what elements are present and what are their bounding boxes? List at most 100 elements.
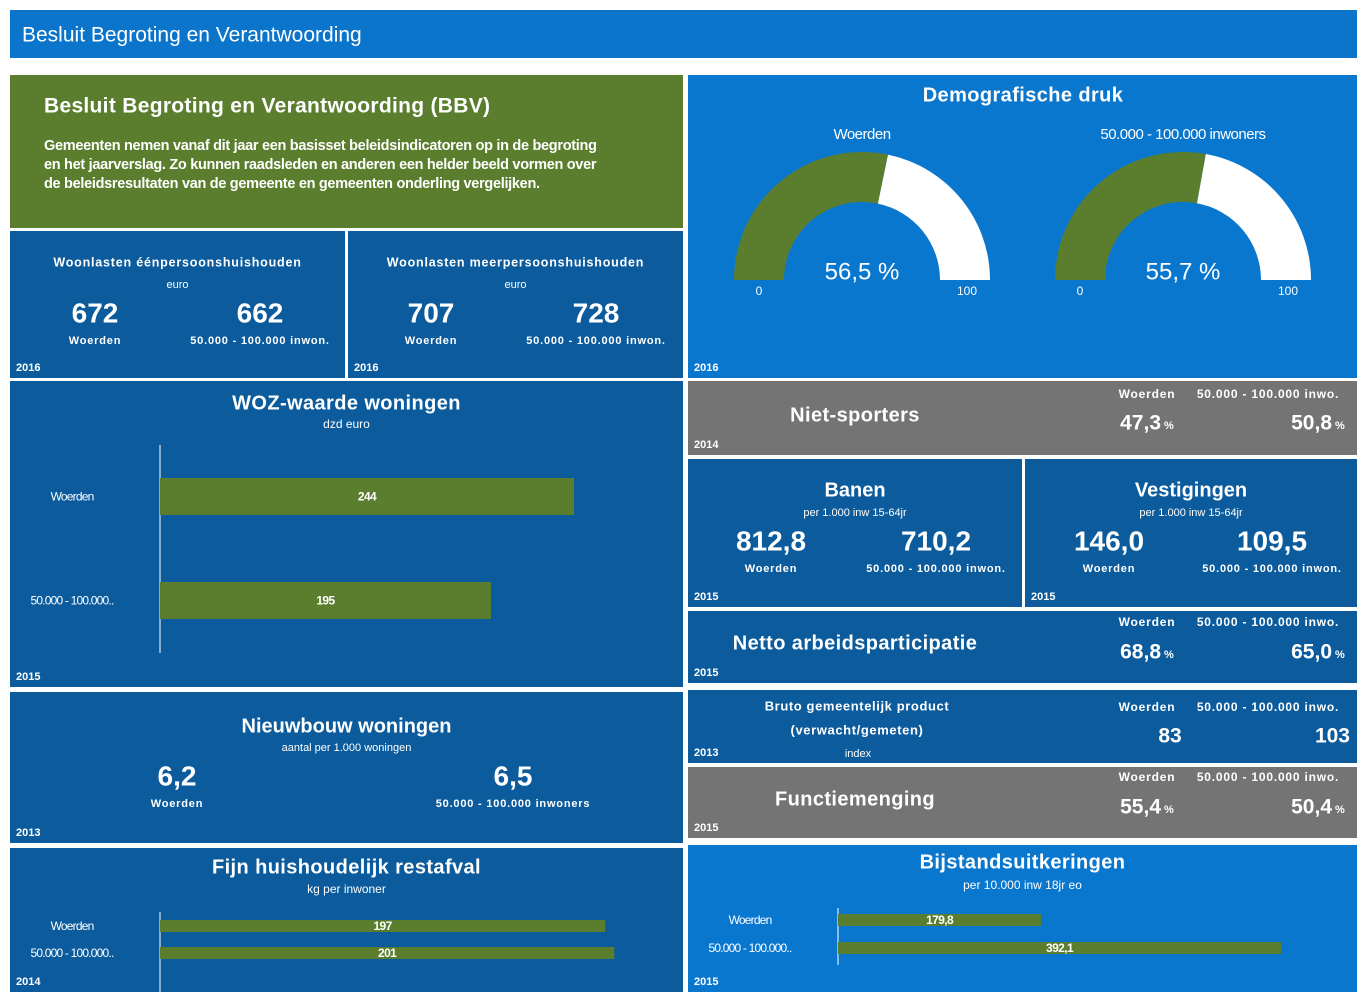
woonlasten-een-panel: Woonlasten éénpersoonshuishouden euro 672 W…: [10, 231, 345, 378]
year: 2016: [354, 362, 378, 374]
year: 2013: [694, 747, 718, 759]
category-label: 50.000 - 100.000..: [708, 941, 791, 955]
panel-background: [348, 231, 683, 378]
gauge-value: [734, 151, 888, 280]
tile-title: Functiemenging: [775, 788, 935, 810]
tile-title: Woonlasten meerpersoonshuishouden: [387, 255, 644, 269]
tile-value: 109,5: [1237, 525, 1307, 556]
column-header: 50.000 - 100.000 inwo.: [1197, 615, 1339, 629]
tile-value: 6,2: [158, 760, 197, 791]
tile-value-label: 50.000 - 100.000 inwon.: [866, 563, 1005, 575]
tile-title: Netto arbeidsparticipatie: [733, 632, 978, 654]
tile-value: 6,5: [494, 760, 533, 791]
tile-value: 83: [1158, 725, 1181, 748]
tile-value-label: Woerden: [69, 335, 121, 347]
gauge-min: 0: [756, 284, 763, 298]
tile-value-label: Woerden: [405, 335, 457, 347]
year: 2014: [16, 976, 41, 988]
bar-label: 195: [316, 594, 335, 608]
panel-background: [688, 381, 1357, 455]
bar: [160, 947, 615, 959]
tile-title: Demografische druk: [923, 84, 1124, 106]
year: 2013: [16, 827, 40, 839]
functiemenging-panel: Functiemenging Woerden 50.000 - 100.000 in…: [688, 767, 1357, 838]
nieuwbouw-panel: Nieuwbouw woningen aantal per 1.000 wonin…: [10, 692, 683, 843]
tile-value-label: Woerden: [1083, 563, 1135, 575]
gauge-remainder: [1196, 154, 1311, 280]
tile-unit: %: [1164, 804, 1174, 816]
bar: [838, 942, 1282, 954]
year: 2015: [694, 591, 718, 603]
tile-value: 707: [408, 297, 455, 328]
tile-value: 47,3: [1120, 412, 1161, 435]
year: 2014: [694, 439, 719, 451]
tile-unit: euro: [504, 279, 526, 291]
tile-value: 662: [237, 297, 284, 328]
intro-text: Gemeenten nemen vanaf dit jaar een basis…: [44, 138, 597, 154]
tile-unit: %: [1164, 420, 1174, 432]
tile-unit: %: [1335, 420, 1345, 432]
column-header: 50.000 - 100.000 inwo.: [1197, 700, 1339, 714]
tile-title: Banen: [824, 479, 885, 501]
bar-label: 392,1: [1046, 941, 1074, 955]
tile-value: 710,2: [901, 525, 971, 556]
tile-title: Woonlasten éénpersoonshuishouden: [53, 255, 301, 269]
bar: [160, 478, 575, 515]
tile-title: Bijstandsuitkeringen: [920, 851, 1126, 873]
column-header: 50.000 - 100.000 inwo.: [1197, 387, 1339, 401]
tile-unit: per 1.000 inw 15-64jr: [803, 507, 907, 519]
category-label: Woerden: [51, 490, 94, 504]
tile-value: 55,4: [1120, 796, 1161, 819]
restafval-panel: Fijn huishoudelijk restafval kg per inwon…: [10, 848, 683, 992]
column-header: 50.000 - 100.000 inwo.: [1197, 770, 1339, 784]
bijstand-panel: Bijstandsuitkeringen per 10.000 inw 18jr …: [688, 845, 1357, 992]
tile-value: 68,8: [1120, 641, 1161, 664]
tile-subtitle: (verwacht/gemeten): [791, 722, 924, 737]
tile-unit: dzd euro: [323, 417, 370, 431]
tile-unit: euro: [166, 279, 188, 291]
gauge-name: 50.000 - 100.000 inwoners: [1100, 126, 1265, 143]
panel-background: [688, 611, 1357, 683]
bar: [160, 920, 606, 932]
tile-unit: %: [1335, 649, 1345, 661]
gauge-value: [1055, 151, 1206, 280]
year: 2016: [694, 362, 718, 374]
bar-label: 179,8: [926, 913, 954, 927]
year: 2015: [694, 976, 718, 988]
column-header: Woerden: [1119, 387, 1176, 401]
gauge-label: 55,7 %: [1146, 258, 1221, 285]
gauge-max: 100: [957, 284, 977, 298]
year: 2015: [694, 667, 718, 679]
panel-background: [688, 459, 1022, 607]
tile-title: Niet-sporters: [790, 404, 920, 426]
tile-value: 50,4: [1291, 796, 1332, 819]
gauge-label: 56,5 %: [825, 258, 900, 285]
header-bar: [10, 10, 1357, 58]
tile-value-label: 50.000 - 100.000 inwon.: [526, 335, 665, 347]
panel-background: [10, 75, 683, 228]
tile-value: 728: [573, 297, 620, 328]
tile-unit: %: [1164, 649, 1174, 661]
tile-value-label: 50.000 - 100.000 inwoners: [436, 798, 591, 810]
tile-value-label: Woerden: [745, 563, 797, 575]
category-label: Woerden: [729, 913, 772, 927]
woz-panel: WOZ-waarde woningen dzd euro 244 Woerden 195…: [10, 381, 683, 687]
gauge-max: 100: [1278, 284, 1298, 298]
category-label: 50.000 - 100.000..: [30, 946, 113, 960]
tile-value: 65,0: [1291, 641, 1332, 664]
bruto-panel: Bruto gemeentelijk product (verwacht/geme…: [688, 690, 1357, 763]
intro-panel: Besluit Begroting en Verantwoording (BBV…: [10, 75, 683, 228]
year: 2015: [1031, 591, 1055, 603]
panel-background: [688, 690, 1357, 763]
year: 2016: [16, 362, 40, 374]
gauge-min: 0: [1077, 284, 1084, 298]
column-header: Woerden: [1119, 700, 1176, 714]
tile-unit: per 10.000 inw 18jr eo: [963, 878, 1082, 892]
vestigingen-panel: Vestigingen per 1.000 inw 15-64jr 146,0 Woe…: [1025, 459, 1357, 607]
gauge-remainder: [877, 154, 990, 280]
panel-background: [10, 231, 345, 378]
woonlasten-meer-panel: Woonlasten meerpersoonshuishouden euro 707…: [348, 231, 683, 378]
tile-value: 812,8: [736, 525, 806, 556]
niet-sporters-panel: Niet-sporters Woerden 50.000 - 100.000 inw…: [688, 381, 1357, 455]
tile-unit: index: [845, 748, 872, 760]
